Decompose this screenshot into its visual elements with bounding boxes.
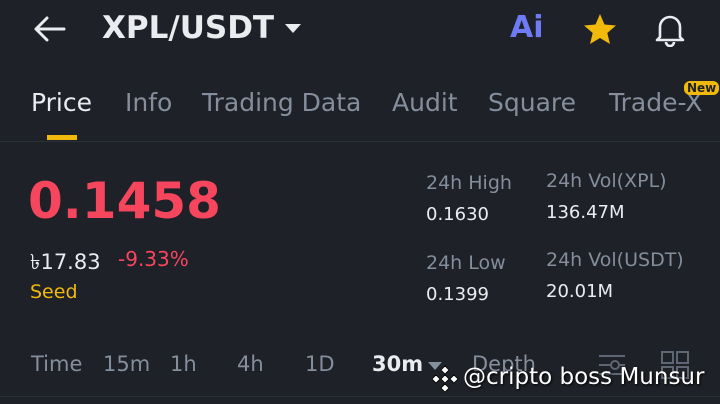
interval[interactable]: 1D: [305, 352, 335, 376]
last-price: 0.1458: [28, 172, 221, 230]
tab[interactable]: Trading Data: [202, 88, 362, 117]
price-change: -9.33%: [118, 247, 189, 271]
stat-value: 136.47M: [546, 202, 625, 223]
stat-value: 0.1399: [426, 284, 489, 305]
divider: [0, 396, 720, 397]
back-button[interactable]: [32, 14, 68, 44]
stat-label: 24h Vol(XPL): [546, 170, 667, 192]
tab[interactable]: Square: [488, 88, 577, 117]
interval[interactable]: 4h: [237, 352, 264, 376]
ai-button[interactable]: Ai: [510, 10, 544, 45]
watermark-logo: [431, 365, 459, 393]
stat-label: 24h High: [426, 172, 512, 194]
stat-label: 24h Low: [426, 252, 506, 274]
stat-value: 0.1630: [426, 204, 489, 225]
interval-selected[interactable]: 30m: [372, 352, 424, 376]
layout-button[interactable]: [660, 350, 690, 380]
interval-dropdown[interactable]: [427, 360, 443, 372]
interval-label: Time: [31, 352, 83, 376]
interval[interactable]: 15m: [103, 352, 151, 376]
interval[interactable]: 1h: [170, 352, 197, 376]
new-badge: New: [684, 81, 720, 95]
stat-label: 24h Vol(USDT): [546, 249, 684, 271]
chart-settings[interactable]: [597, 350, 627, 380]
tag: Seed: [30, 281, 78, 303]
pair-dropdown[interactable]: [283, 22, 303, 36]
stat-value: 20.01M: [546, 281, 614, 302]
tab[interactable]: Price: [31, 88, 92, 117]
local-price: ৳17.83: [30, 250, 101, 274]
favorite-star[interactable]: [582, 12, 618, 46]
watermark: @cripto boss Munsur: [463, 364, 705, 390]
interval[interactable]: Depth: [472, 352, 536, 376]
tab-indicator: [47, 135, 77, 140]
notification-bell[interactable]: [652, 11, 688, 47]
divider: [0, 141, 720, 142]
tab[interactable]: Info: [125, 88, 173, 117]
tab[interactable]: Audit: [392, 88, 458, 117]
pair-title[interactable]: XPL/USDT: [102, 10, 275, 46]
